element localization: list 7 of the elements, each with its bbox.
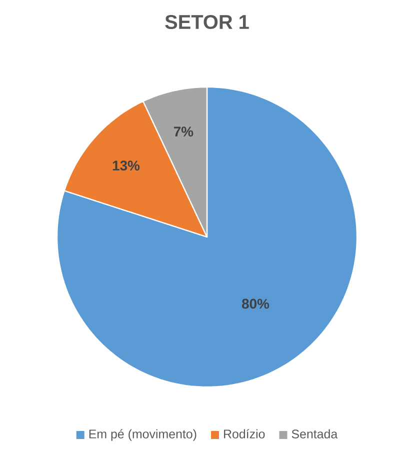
legend-label: Rodízio [224,429,265,438]
data-label: 13% [112,160,140,171]
legend-label: Sentada [292,429,338,438]
data-label: 7% [174,126,194,136]
chart-title: SETOR 1 [165,14,249,30]
data-label: 80% [242,298,270,309]
legend-label: Em pé (movimento) [89,429,196,441]
